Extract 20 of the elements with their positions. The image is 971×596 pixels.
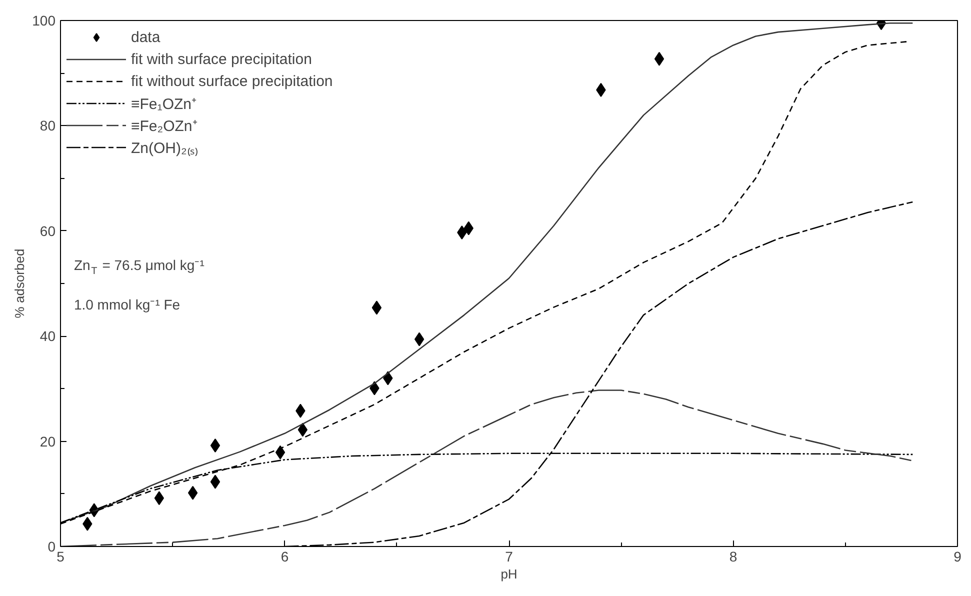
x-tick-label: 5 [56,548,65,564]
y-tick-label: 20 [40,433,56,450]
legend-label: Zn(OH)₂₍ₛ₎ [131,139,198,158]
annotation: 1.0 mmol kg⁻¹ Fe [74,296,180,312]
legend-label: data [131,28,160,48]
y-tick-label: 60 [40,222,56,239]
legend-label: fit with surface precipitation [131,50,312,70]
legend-label: fit without surface precipitation [131,72,333,92]
x-tick-label: 6 [280,548,289,564]
legend-label: ≡Fe₁OZn⁺ [131,95,196,114]
x-tick-label: 7 [505,548,514,564]
y-tick-label: 0 [48,538,56,554]
x-tick-label: 8 [729,548,738,564]
y-axis-title: % adsorbed [12,248,28,318]
x-tick-label: 9 [954,548,962,564]
y-tick-label: 100 [32,12,56,28]
y-tick-label: 80 [40,118,56,134]
y-tick-label: 40 [40,328,56,344]
legend-label: ≡Fe₂OZn⁺ [131,117,198,136]
x-axis-title: pH [500,566,518,582]
